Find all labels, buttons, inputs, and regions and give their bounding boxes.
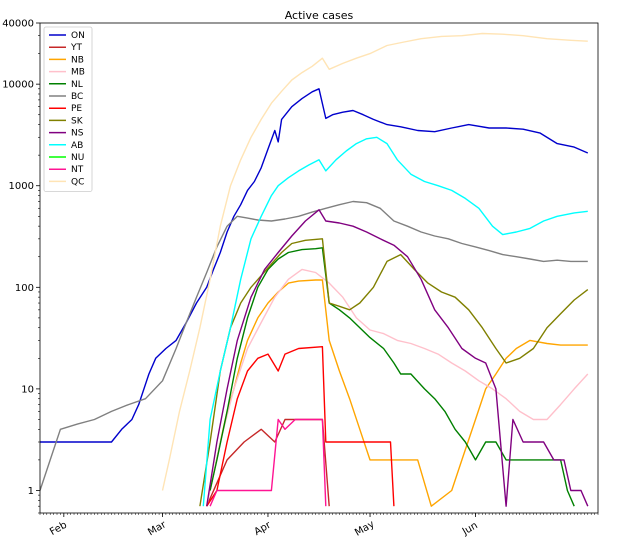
x-tick-label: Apr	[252, 519, 273, 538]
x-tick-label: Jun	[460, 520, 480, 538]
axes-frame	[39, 22, 599, 514]
y-tick-label: 100	[15, 283, 34, 294]
x-tick-label: May	[353, 519, 376, 539]
legend-label-on: ON	[71, 31, 85, 41]
legend-box	[43, 26, 93, 193]
legend-label-mb: MB	[71, 68, 85, 78]
series-line-mb	[206, 268, 589, 507]
y-tick-label: 10	[21, 384, 34, 395]
chart-title: Active cases	[285, 9, 354, 22]
series-line-nb	[209, 279, 588, 507]
series-line-bc	[40, 200, 588, 491]
legend-label-sk: SK	[71, 116, 84, 126]
plot-area	[40, 23, 598, 513]
series-line-nl	[209, 247, 575, 507]
legend: ON YT NB MB NL BC PE SK NS AB NU NT QC	[43, 26, 93, 193]
series-line-sk	[199, 238, 589, 507]
legend-label-ab: AB	[71, 141, 83, 151]
legend-label-nt: NT	[71, 165, 84, 175]
legend-label-bc: BC	[71, 92, 83, 102]
y-tick-label: 40000	[2, 19, 34, 30]
series-lines	[40, 32, 589, 507]
legend-label-nu: NU	[71, 153, 84, 163]
legend-label-qc: QC	[71, 177, 84, 187]
legend-label-yt: YT	[70, 43, 82, 53]
y-tick-label: 10000	[2, 80, 34, 91]
legend-label-pe: PE	[71, 104, 82, 114]
x-tick-label: Mar	[146, 519, 169, 538]
legend-label-nl: NL	[71, 80, 83, 90]
series-line-nt	[209, 418, 327, 507]
series-line-ab	[202, 136, 588, 507]
series-line-pe	[206, 346, 395, 507]
x-tick-label: Feb	[48, 520, 69, 538]
plot-frame	[39, 22, 599, 514]
y-tick-label: 1	[28, 486, 34, 497]
series-line-ns	[206, 209, 589, 507]
legend-label-ns: NS	[71, 129, 84, 139]
legend-label-nb: NB	[71, 55, 84, 65]
series-line-qc	[161, 32, 588, 491]
plot-background	[40, 23, 598, 513]
y-tick-label: 1000	[9, 181, 34, 192]
series-line-on	[40, 88, 589, 443]
